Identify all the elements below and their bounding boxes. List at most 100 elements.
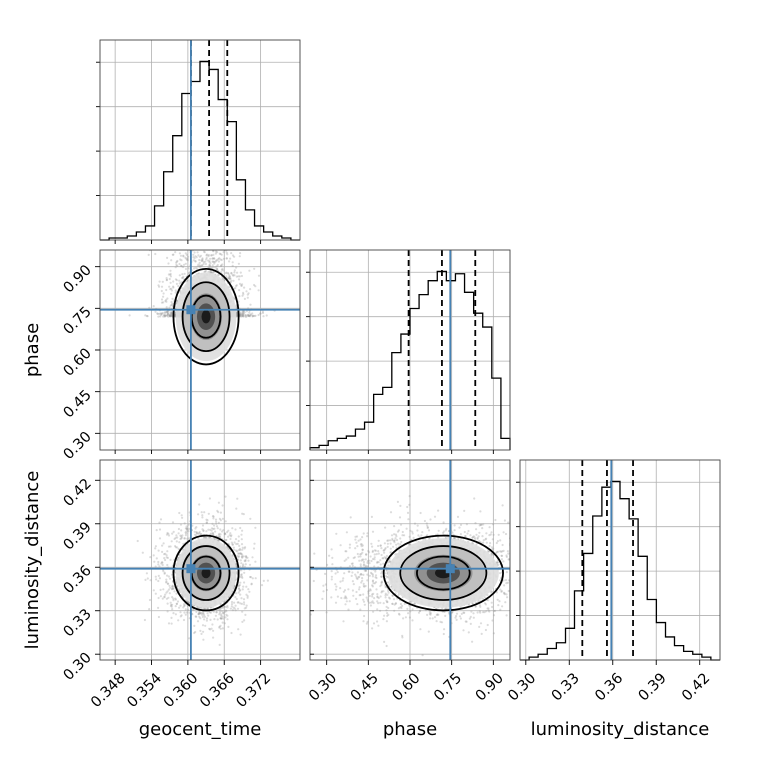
scatter-point	[187, 267, 190, 270]
scatter-point	[235, 563, 238, 566]
scatter-point	[242, 314, 245, 317]
scatter-point	[180, 536, 183, 539]
scatter-point	[240, 538, 243, 541]
scatter-point	[180, 265, 183, 268]
scatter-point	[221, 517, 224, 520]
scatter-point	[173, 314, 177, 317]
scatter-point	[184, 608, 187, 611]
scatter-point	[183, 604, 186, 607]
scatter-point	[240, 552, 243, 555]
scatter-point	[202, 262, 205, 265]
scatter-point	[229, 537, 232, 541]
scatter-point	[158, 280, 161, 283]
scatter-point	[254, 314, 257, 317]
scatter-point	[218, 230, 220, 232]
scatter-point	[233, 601, 236, 604]
scatter-point	[155, 529, 158, 532]
scatter-point	[225, 271, 228, 274]
scatter-point	[248, 314, 251, 317]
scatter-point	[225, 275, 228, 278]
scatter-point	[221, 530, 224, 533]
scatter-point	[200, 533, 203, 536]
scatter-point	[236, 554, 239, 557]
scatter-point	[237, 539, 240, 543]
scatter-point	[143, 618, 146, 622]
scatter-point	[165, 554, 168, 557]
scatter-point	[238, 295, 241, 298]
scatter-point	[244, 546, 247, 549]
scatter-point	[237, 535, 240, 538]
scatter-point	[170, 622, 173, 625]
scatter-point	[223, 611, 226, 614]
scatter-point	[180, 535, 183, 538]
scatter-point	[251, 315, 254, 318]
scatter-point	[237, 628, 240, 631]
scatter-point	[236, 550, 239, 553]
scatter-point	[220, 617, 223, 620]
scatter-point	[202, 630, 205, 633]
scatter-point	[215, 522, 218, 525]
scatter-point	[204, 260, 207, 263]
scatter-point	[195, 531, 198, 535]
scatter-point	[235, 285, 238, 288]
scatter-point	[164, 552, 167, 556]
scatter-point	[215, 259, 218, 262]
scatter-point	[162, 292, 165, 295]
scatter-point	[187, 608, 190, 611]
scatter-point	[197, 263, 200, 266]
scatter-point	[170, 588, 173, 591]
scatter-point	[171, 585, 174, 589]
scatter-point	[221, 263, 224, 266]
scatter-point	[167, 545, 171, 548]
scatter-point	[195, 526, 198, 529]
scatter-point	[199, 533, 202, 536]
scatter-point	[215, 265, 218, 268]
scatter-point	[155, 557, 158, 560]
scatter-point	[230, 605, 233, 608]
scatter-point	[163, 596, 166, 599]
contour-line	[172, 267, 240, 366]
scatter-point	[247, 314, 250, 317]
scatter-point	[217, 608, 221, 611]
scatter-point	[158, 565, 161, 568]
scatter-point	[231, 254, 235, 257]
scatter-point	[221, 267, 224, 271]
scatter-point	[210, 232, 212, 234]
scatter-point	[212, 517, 215, 520]
scatter-point	[234, 245, 236, 247]
scatter-point	[217, 534, 220, 537]
scatter-point	[195, 176, 197, 178]
scatter-point	[159, 518, 163, 521]
scatter-point	[170, 300, 173, 304]
scatter-point	[175, 232, 177, 234]
scatter-point	[239, 526, 242, 530]
scatter-point	[166, 531, 169, 535]
scatter-point	[237, 591, 240, 594]
scatter-point	[243, 565, 246, 568]
scatter-point	[233, 541, 236, 544]
scatter-point	[169, 272, 172, 275]
scatter-point	[214, 252, 217, 255]
scatter-point	[240, 573, 243, 576]
scatter-point	[157, 549, 160, 552]
scatter-point	[166, 563, 169, 567]
scatter-point	[175, 261, 178, 264]
scatter-point	[201, 613, 204, 616]
scatter-point	[167, 312, 170, 315]
scatter-point	[230, 603, 234, 606]
scatter-point	[158, 312, 161, 315]
scatter-point	[181, 534, 184, 537]
scatter-point	[213, 260, 216, 264]
scatter-point	[241, 315, 244, 318]
scatter-point	[175, 602, 178, 605]
scatter-point	[218, 245, 220, 247]
scatter-point	[174, 314, 177, 317]
scatter-point	[180, 537, 183, 540]
scatter-point	[208, 627, 211, 630]
scatter-point	[219, 252, 222, 256]
scatter-point	[149, 556, 152, 559]
scatter-point	[169, 601, 172, 604]
scatter-point	[194, 527, 197, 530]
scatter-point	[166, 230, 168, 232]
scatter-point	[197, 532, 200, 535]
